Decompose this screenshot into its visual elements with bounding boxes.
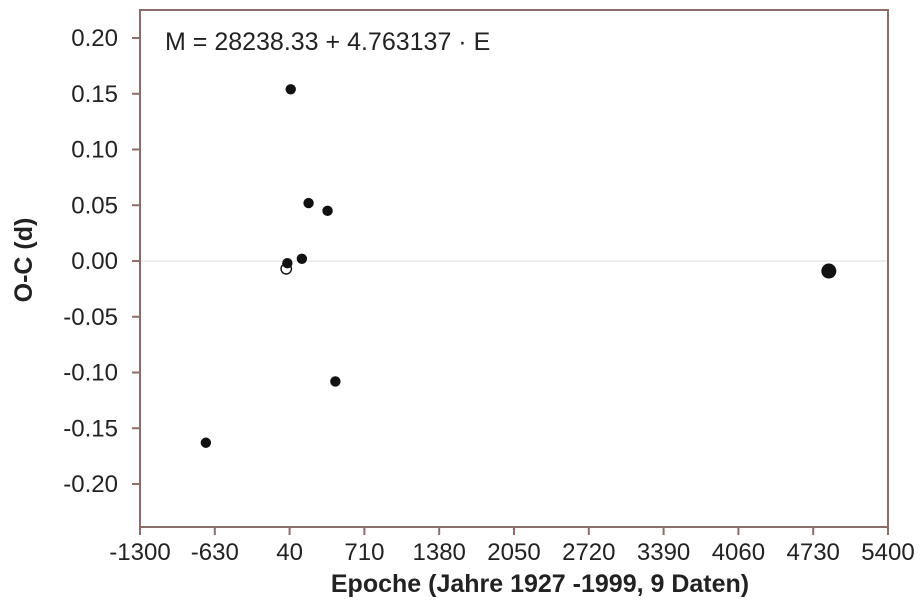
y-tick-label: 0.00	[71, 248, 118, 275]
y-axis-title: O-C (d)	[10, 218, 38, 303]
data-point	[296, 253, 308, 264]
data-point	[282, 258, 293, 269]
x-tick-label: 2720	[562, 539, 615, 566]
y-tick-label: -0.15	[63, 415, 118, 442]
y-tick-labels: 0.20 0.15 0.10 0.05 0.00 -0.05 -0.10 -0.15 -0.20	[63, 25, 118, 498]
x-tick-label: 3390	[637, 539, 690, 566]
x-tick-label: 710	[344, 539, 384, 566]
data-point	[821, 263, 837, 279]
x-tick-label: 2050	[487, 539, 540, 566]
y-tick-label: 0.20	[71, 25, 118, 52]
x-tick-labels: -1300 -630 40 710 1380 2050 2720 3390 4060 4730 54…	[109, 539, 914, 566]
formula-annotation: M = 28238.33 + 4.763137 · E	[165, 28, 490, 56]
data-points	[200, 84, 837, 448]
x-tick-label: 4060	[712, 539, 765, 566]
data-point	[285, 84, 296, 95]
data-point	[303, 197, 314, 209]
x-tick-label: 4730	[787, 539, 840, 566]
x-tick-label: 40	[276, 539, 303, 566]
x-axis-title: Epoche (Jahre 1927 -1999, 9 Daten)	[331, 570, 749, 598]
plot-frame	[139, 9, 889, 528]
x-tick-label: -630	[191, 539, 239, 566]
x-tick-label: 5400	[861, 539, 914, 566]
y-tick-label: -0.10	[63, 360, 118, 387]
y-tick-label: -0.20	[63, 471, 118, 498]
x-tick-label: -1300	[109, 539, 170, 566]
y-tick-marks	[132, 37, 140, 485]
y-tick-label: -0.05	[63, 304, 118, 331]
data-point	[330, 376, 341, 387]
data-point	[200, 437, 212, 448]
y-tick-label: 0.10	[71, 137, 118, 164]
y-tick-label: 0.15	[71, 81, 118, 108]
data-point	[322, 205, 333, 217]
y-tick-label: 0.05	[71, 192, 118, 219]
x-tick-label: 1380	[413, 539, 466, 566]
x-tick-marks	[139, 527, 889, 535]
